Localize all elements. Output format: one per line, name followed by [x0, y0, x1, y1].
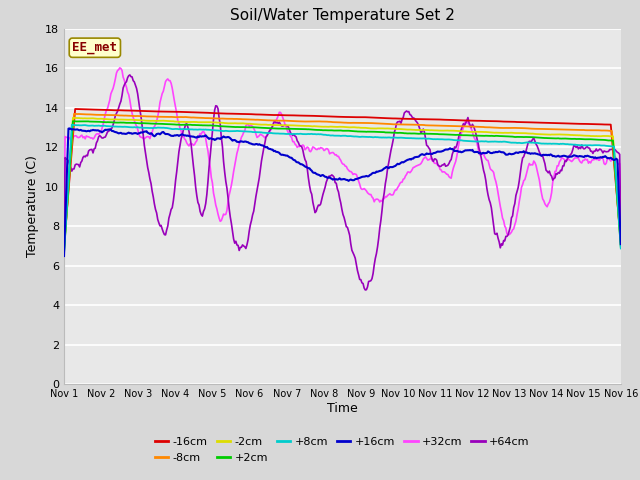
Text: EE_met: EE_met	[72, 41, 117, 54]
Y-axis label: Temperature (C): Temperature (C)	[26, 156, 40, 257]
Title: Soil/Water Temperature Set 2: Soil/Water Temperature Set 2	[230, 9, 455, 24]
X-axis label: Time: Time	[327, 402, 358, 415]
Legend: -16cm, -8cm, -2cm, +2cm, +8cm, +16cm, +32cm, +64cm: -16cm, -8cm, -2cm, +2cm, +8cm, +16cm, +3…	[150, 433, 534, 467]
